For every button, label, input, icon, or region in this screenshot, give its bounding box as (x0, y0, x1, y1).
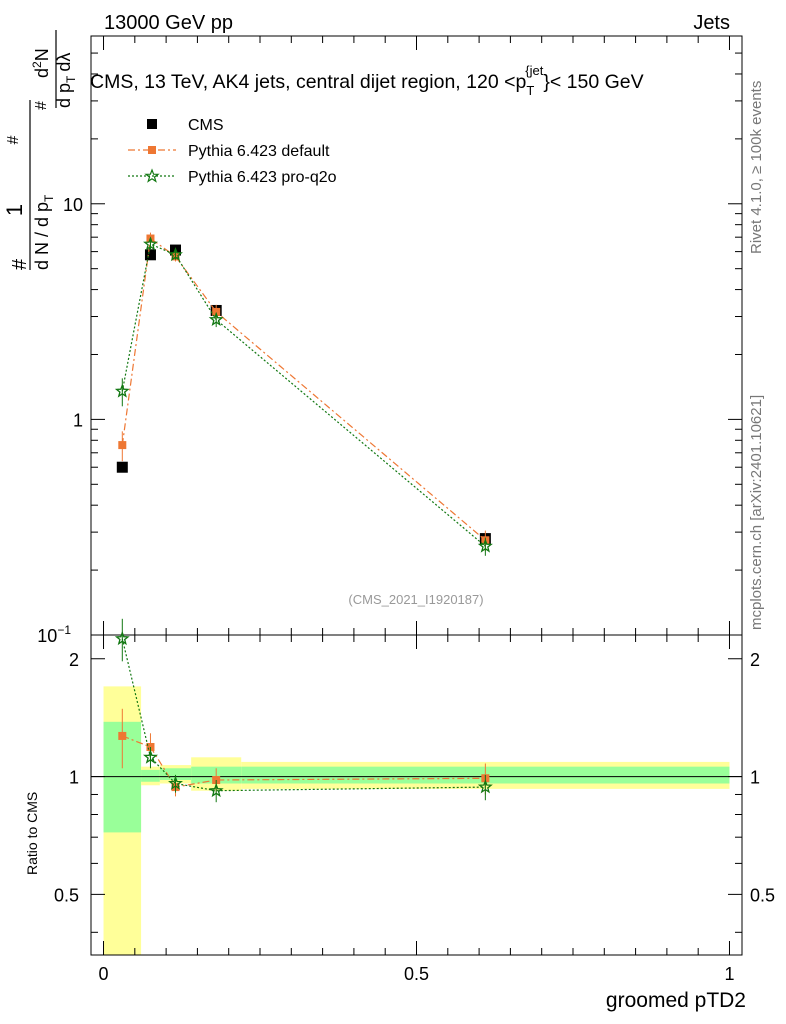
ratio-ytick-label-right-2: 0.5 (750, 885, 775, 905)
point-pythia-pro-q2o-2 (168, 246, 183, 262)
point-pythia-pro-q2o-0 (114, 383, 130, 398)
ratio-band-inner-2 (159, 768, 192, 780)
ylabel-frac-num: # (5, 135, 22, 144)
legend-label-cms: CMS (188, 117, 224, 134)
ratio-ytick-label-right-1: 1 (750, 768, 760, 788)
legend-marker-cms (147, 119, 157, 129)
xtick-label-0: 0 (99, 964, 109, 984)
ratio-ytick-label-left-1: 1 (69, 768, 79, 788)
point-pythia-default-0 (118, 441, 127, 450)
ratio-ytick-label-left-2: 0.5 (54, 885, 79, 905)
ratio-point-pythia-pro-q2o-2 (168, 775, 183, 790)
main-y-axis-label: # 1 # d N / d pT # d2N d pTdλ (2, 30, 78, 270)
main-ytick-label-1: 1 (73, 410, 83, 430)
ylabel-inner-num2: d2N (30, 48, 52, 78)
point-pythia-pro-q2o-3 (208, 311, 224, 326)
legend-entry-pythia-pro-q2o: Pythia 6.423 pro-q2o (128, 168, 337, 186)
category-label: Jets (693, 12, 730, 34)
x-axis-label: groomed pTD2 (606, 989, 746, 1012)
main-ytick-label-2: 10−1 (37, 623, 71, 646)
mcplots-label: mcplots.cern.ch [arXiv:2401.10621] (748, 395, 765, 630)
rivet-label: Rivet 4.1.0, ≥ 100k events (748, 81, 765, 254)
ylabel-inner-num: # (33, 101, 50, 110)
ratio-y-axis-label: Ratio to CMS (24, 792, 40, 875)
ratio-band-inner-1 (141, 769, 160, 782)
ratio-point-pythia-pro-q2o-4 (477, 779, 493, 794)
legend-entry-cms: CMS (147, 117, 224, 134)
ylabel-lead: 1 (2, 204, 27, 216)
point-pythia-pro-q2o-1 (143, 236, 158, 251)
chart-title: CMS, 13 TeV, AK4 jets, central dijet reg… (90, 63, 644, 98)
ylabel-frac-den: d N / d pT (32, 194, 56, 270)
ylabel-inner-den: d pTdλ (54, 53, 78, 108)
ylabel-hash: # (9, 258, 31, 270)
point-cms-1 (144, 249, 156, 261)
point-pythia-pro-q2o-4 (477, 538, 493, 553)
ratio-point-pythia-pro-q2o-1 (143, 749, 158, 764)
legend-label-pythia-pro-q2o: Pythia 6.423 pro-q2o (188, 169, 337, 186)
main-ytick-label-0: 10 (63, 195, 83, 215)
ratio-plot: 2 2 1 1 0.5 0.5 0 0.5 1 (54, 618, 775, 984)
legend-marker-pythia-pro-q2o (144, 168, 160, 183)
main-plot: 10 1 10−1 (37, 35, 743, 646)
ratio-ytick-label-right-0: 2 (750, 650, 760, 670)
legend-entry-pythia-default: Pythia 6.423 default (128, 143, 330, 160)
analysis-id: (CMS_2021_I1920187) (348, 592, 483, 607)
ratio-point-pythia-default-0 (118, 731, 127, 740)
series-line-pythia-pro-q2o (121, 243, 486, 547)
legend-label-pythia-default: Pythia 6.423 default (188, 143, 330, 160)
point-cms-0 (116, 461, 128, 473)
ratio-point-pythia-pro-q2o-0 (114, 630, 130, 646)
ratio-frame (90, 634, 743, 956)
ratio-point-pythia-pro-q2o-3 (208, 782, 224, 798)
ratio-line-pythia-pro-q2o (121, 638, 486, 792)
xtick-label-2: 1 (724, 964, 734, 984)
legend: CMS Pythia 6.423 default Pythia 6.423 pr… (128, 117, 337, 186)
series-line-pythia-default (121, 237, 486, 541)
legend-marker-pythia-default (148, 146, 156, 154)
energy-label: 13000 GeV pp (104, 12, 233, 34)
xtick-label-1: 0.5 (404, 964, 429, 984)
ratio-ytick-label-left-0: 2 (69, 650, 79, 670)
